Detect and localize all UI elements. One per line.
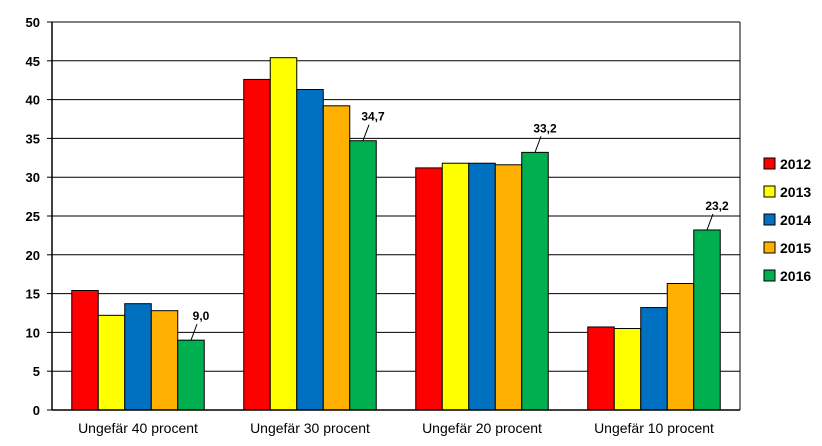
bar-2015 (494, 164, 523, 411)
y-tick-label: 25 (26, 209, 40, 224)
x-category-label: Ungefär 10 procent (594, 420, 714, 436)
legend-swatch-2015 (763, 241, 776, 254)
legend-label: 2012 (780, 156, 811, 172)
data-label: 23,2 (705, 199, 729, 213)
data-label-leader (190, 323, 198, 341)
y-tick-label: 15 (26, 287, 40, 302)
data-label: 34,7 (361, 110, 385, 124)
bar-2016 (177, 339, 205, 411)
legend-label: 2014 (780, 212, 811, 228)
legend-swatch-2016 (763, 269, 776, 282)
legend-swatch-2013 (763, 185, 776, 198)
bar-2012 (415, 167, 443, 411)
bar-2015 (666, 283, 695, 411)
x-category-label: Ungefär 30 procent (250, 420, 370, 436)
y-tick-label: 20 (26, 248, 40, 263)
legend-label: 2015 (780, 240, 811, 256)
bar-2014 (296, 89, 324, 411)
legend-label: 2016 (780, 268, 811, 284)
y-tick-label: 10 (26, 325, 40, 340)
bar-2015 (322, 105, 351, 411)
y-tick-label: 5 (33, 364, 40, 379)
data-label-leader (534, 136, 542, 153)
data-label: 33,2 (533, 121, 557, 135)
bar-2012 (71, 289, 99, 411)
data-label: 9,0 (193, 309, 210, 323)
y-tick-label: 40 (26, 93, 40, 108)
bar-2013 (269, 57, 298, 411)
bar-2014 (640, 307, 668, 411)
bar-2012 (587, 326, 615, 411)
legend-swatch-2014 (763, 213, 776, 226)
bar-2016 (521, 151, 549, 411)
bar-2012 (243, 78, 271, 411)
legend-swatch-2012 (763, 157, 776, 170)
bar-2013 (441, 162, 470, 411)
y-tick-label: 30 (26, 170, 40, 185)
legend-label: 2013 (780, 184, 811, 200)
x-category-label: Ungefär 40 procent (78, 420, 198, 436)
bar-2013 (97, 314, 126, 411)
y-tick-label: 0 (33, 403, 40, 418)
bar-2015 (150, 310, 179, 411)
x-category-label: Ungefär 20 procent (422, 420, 542, 436)
y-tick-label: 45 (26, 54, 40, 69)
bar-2016 (349, 140, 377, 411)
y-tick-label: 50 (26, 15, 40, 30)
bar-2016 (693, 229, 721, 411)
data-label-leader (706, 213, 714, 231)
bar-2014 (124, 303, 152, 411)
y-tick-label: 35 (26, 131, 40, 146)
bar-2013 (613, 328, 642, 411)
data-label-leader (362, 124, 370, 141)
bar-2014 (468, 162, 496, 411)
